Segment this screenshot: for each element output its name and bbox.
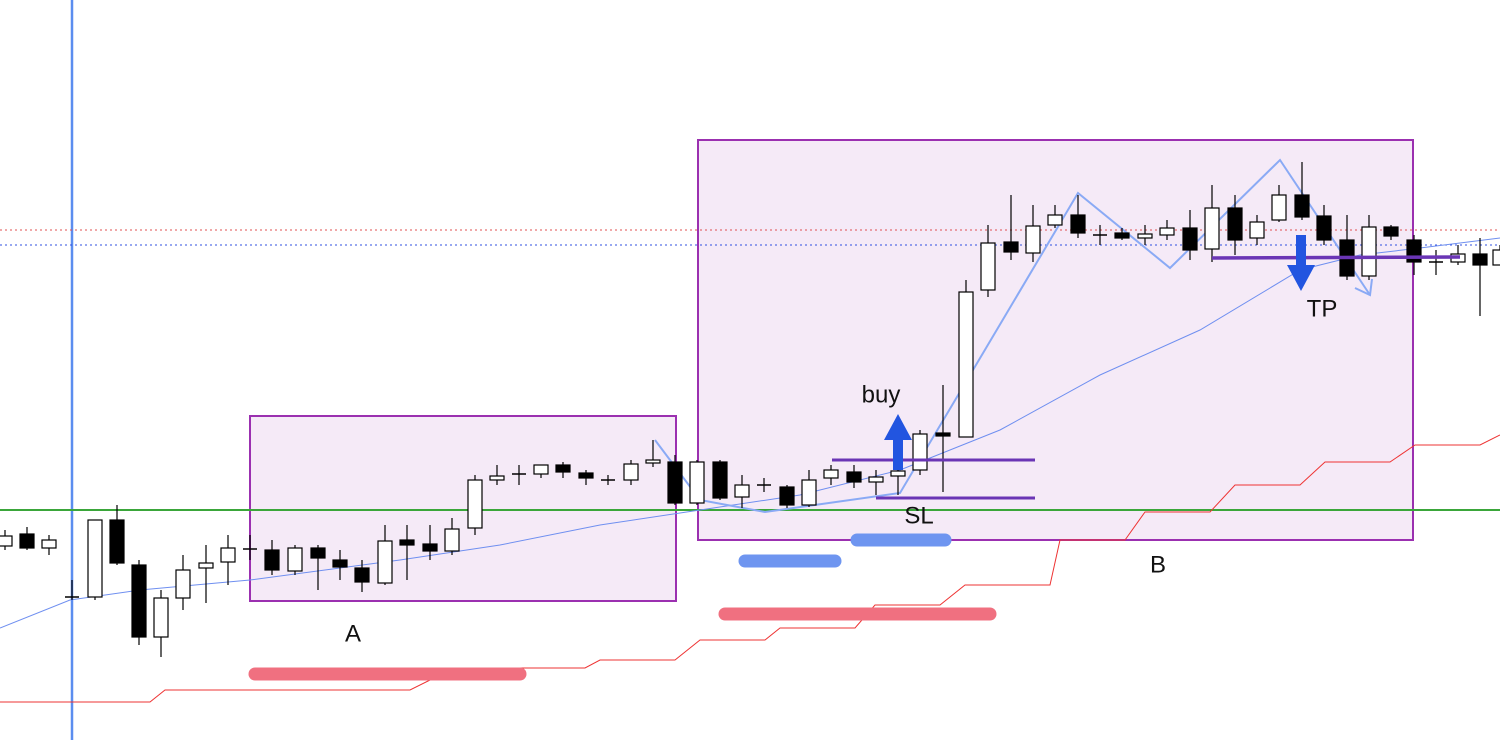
candle-body: [0, 535, 13, 547]
candle-body: [131, 564, 147, 638]
target-label: TP: [1307, 295, 1338, 322]
candle-body: [19, 533, 35, 549]
candle-body: [1361, 226, 1377, 277]
candle-body: [980, 242, 996, 291]
candle-body: [912, 433, 928, 471]
candle-body: [1137, 233, 1153, 239]
candle-body: [1182, 227, 1198, 251]
candle-body: [87, 519, 103, 598]
candle-body: [1492, 249, 1500, 266]
candle-body: [310, 547, 326, 559]
candle-body: [287, 547, 303, 572]
candle-body: [109, 519, 125, 564]
buy-arrow: [884, 414, 912, 470]
candles: [0, 162, 1500, 657]
candle-body: [41, 539, 57, 549]
candle-body: [1249, 221, 1265, 239]
candle-body: [399, 539, 415, 546]
candle-body: [779, 486, 795, 506]
candle-body: [533, 464, 549, 475]
candle-body: [868, 476, 884, 483]
candle-body: [578, 472, 594, 479]
zone-label: A: [345, 620, 361, 647]
candle-body: [667, 461, 683, 504]
candle-body: [422, 543, 438, 552]
candle-body: [377, 540, 393, 584]
candle-body: [1316, 215, 1332, 241]
candle-body: [1003, 241, 1019, 253]
candle-body: [555, 464, 571, 473]
candle-body: [801, 479, 817, 506]
zigzag-arrowhead: [1354, 278, 1373, 297]
candle-body: [1204, 207, 1220, 250]
candle-body: [1472, 253, 1488, 266]
target-line: [1211, 255, 1461, 260]
candle-body: [734, 484, 750, 498]
candle-body: [1271, 194, 1287, 221]
candle-body: [354, 567, 370, 583]
candle-body: [823, 469, 839, 479]
candle-body: [645, 459, 661, 464]
candle-body: [846, 471, 862, 483]
candle-body: [623, 463, 639, 481]
stop-label: SL: [904, 502, 933, 529]
candle-body: [198, 562, 214, 569]
candle-body: [712, 461, 728, 499]
candle-body: [958, 291, 974, 438]
candle-body: [175, 569, 191, 599]
zigzag-line: [654, 158, 1371, 514]
zone-a-box: [249, 415, 677, 602]
candle-body: [935, 432, 951, 437]
candle-body: [890, 470, 906, 477]
candle-body: [1383, 226, 1399, 237]
candle-body: [1159, 227, 1175, 236]
tp-arrow: [1287, 235, 1315, 291]
entry-label: buy: [862, 381, 901, 408]
candle-body: [332, 559, 348, 568]
candle-body: [220, 547, 236, 563]
candle-body: [1070, 214, 1086, 234]
candle-body: [1114, 232, 1130, 239]
candle-body: [1294, 194, 1310, 218]
candle-body: [689, 461, 705, 504]
candle-body: [264, 549, 280, 571]
candle-body: [467, 479, 483, 529]
candle-body: [1047, 214, 1063, 226]
zone-label: B: [1150, 551, 1166, 578]
candle-body: [1227, 207, 1243, 241]
candle-body: [444, 528, 460, 552]
candle-body: [1025, 225, 1041, 254]
candle-body: [489, 475, 505, 481]
moving-average: [0, 237, 1500, 629]
candle-body: [153, 597, 169, 638]
